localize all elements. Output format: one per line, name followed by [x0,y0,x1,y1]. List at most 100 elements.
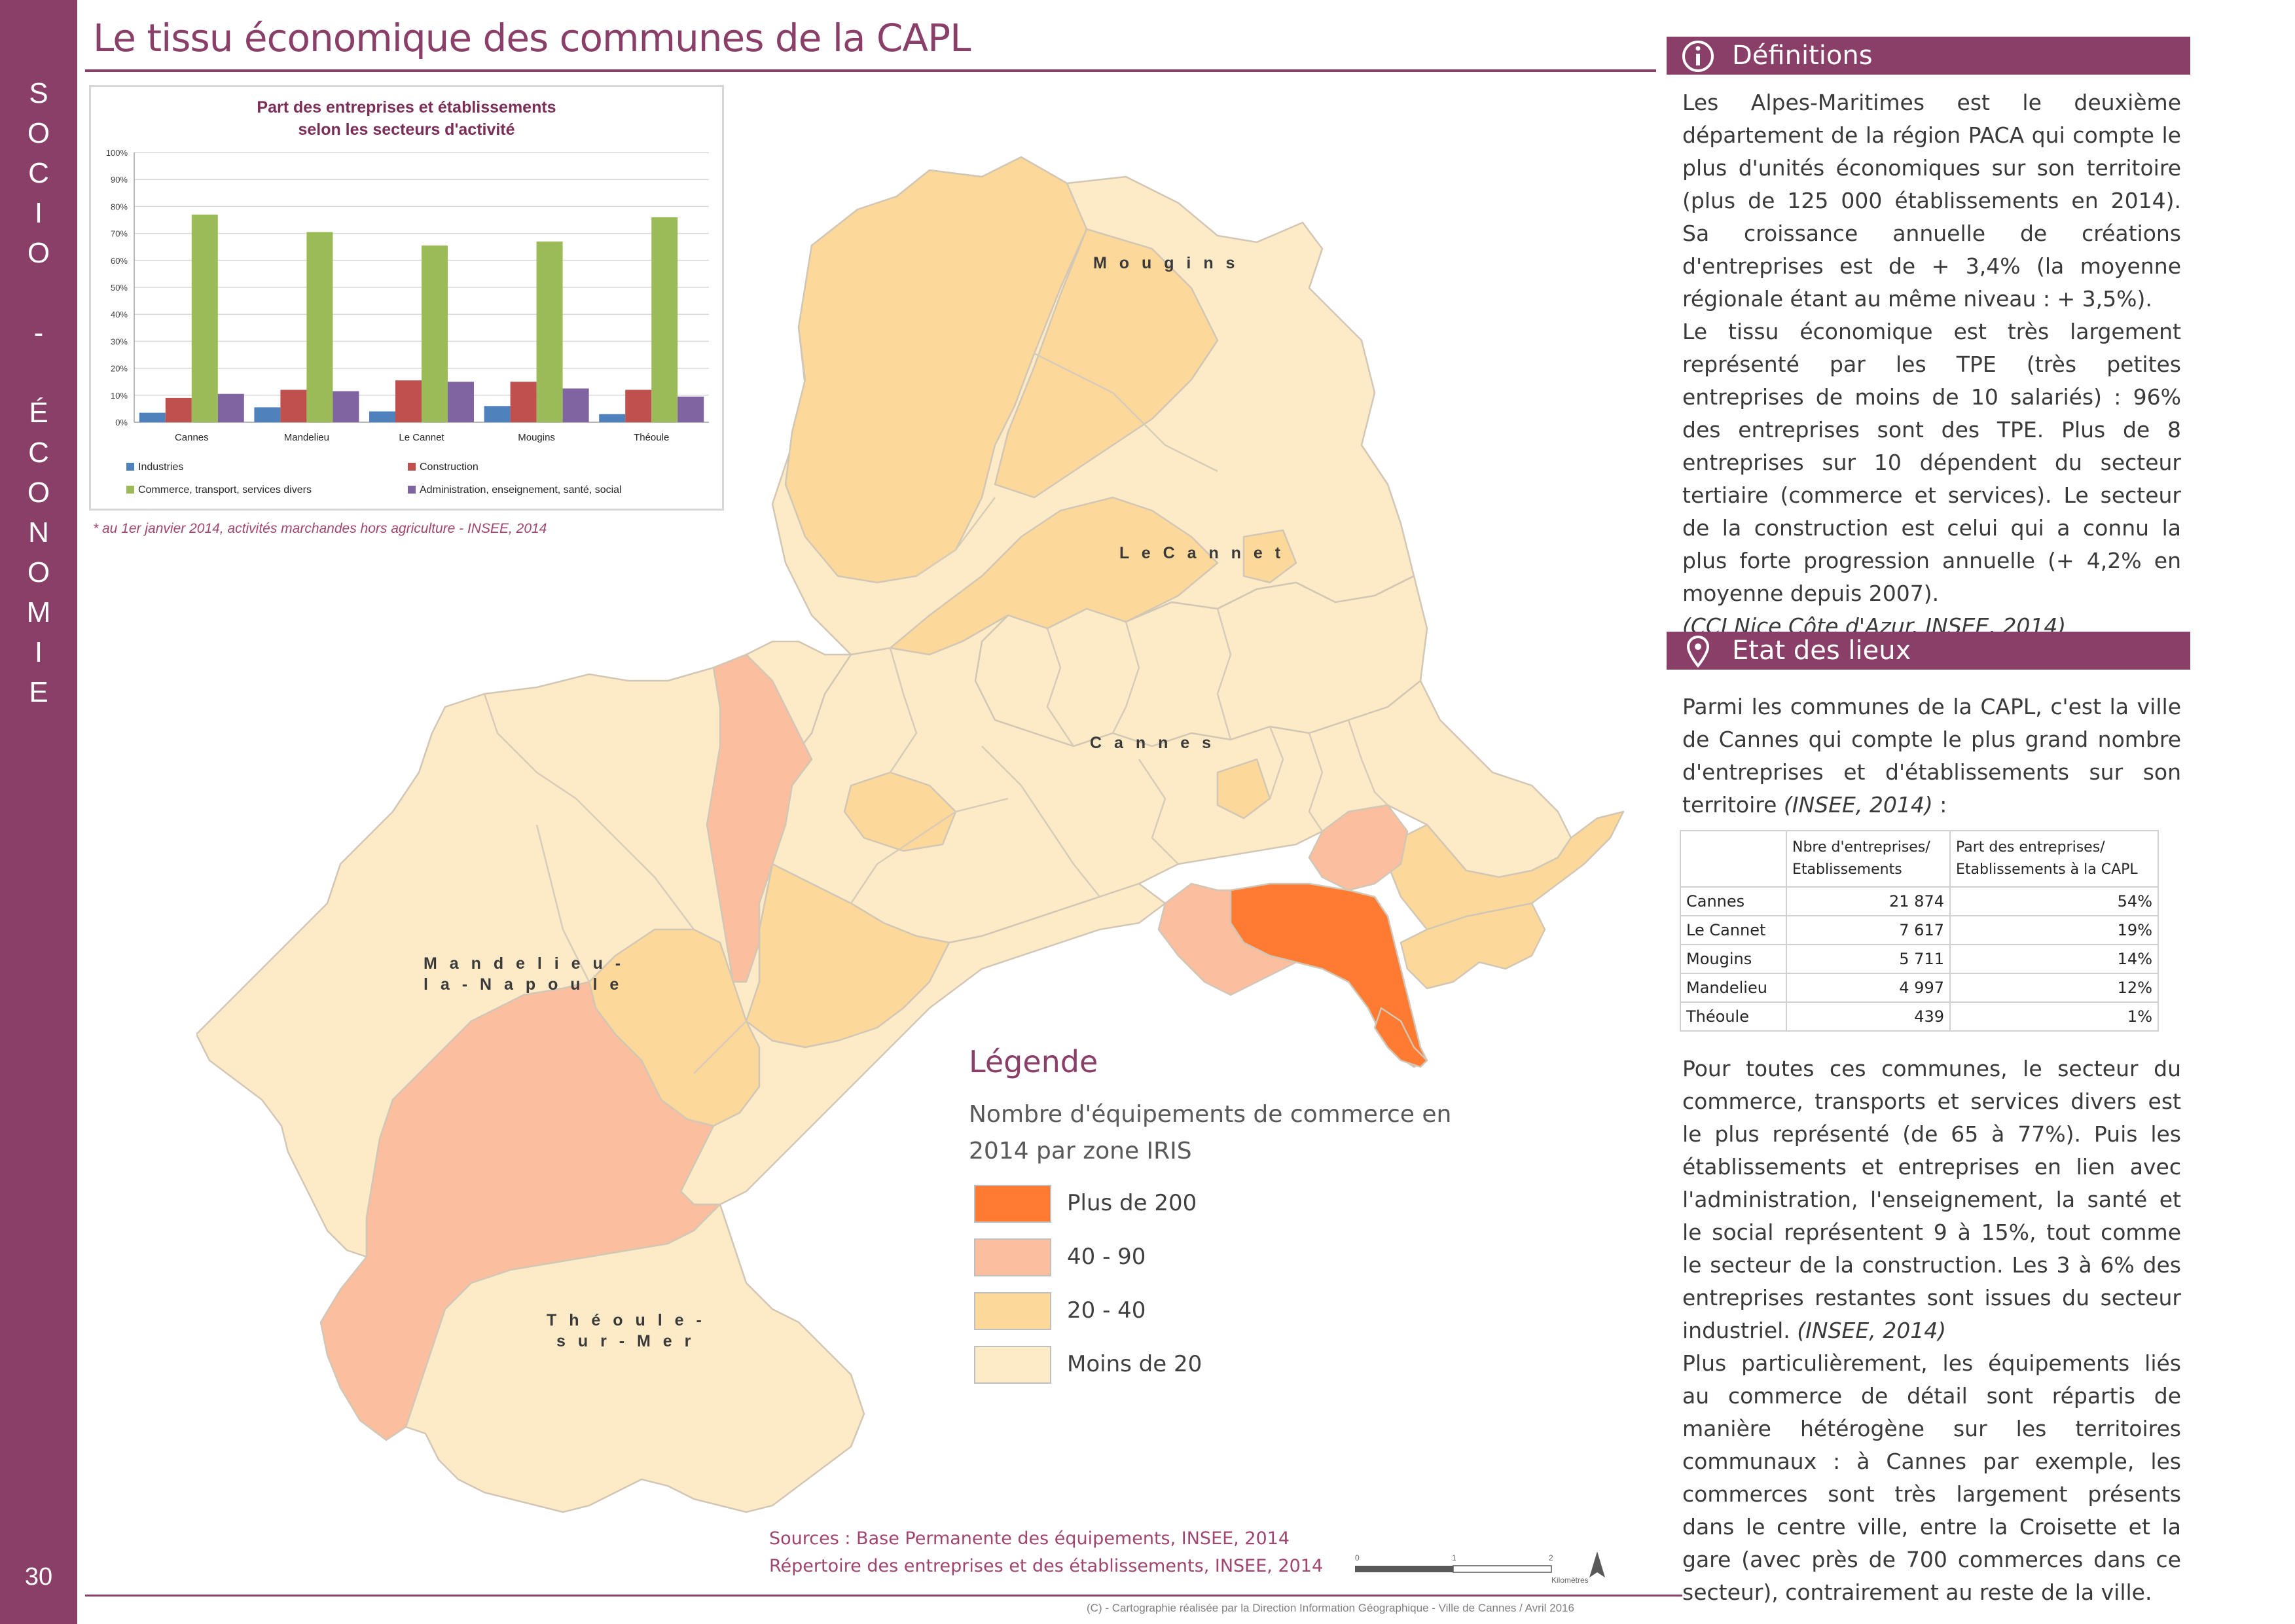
table-row: Mandelieu 4 997 12% [1680,973,2159,1003]
chart-y-tick-label: 30% [111,336,128,346]
chart-title-line1: Part des entreprises et établissements [257,98,556,117]
table-header-row: Nbre d'entreprises/ Etablissements Part … [1680,830,2159,888]
map-zones [196,156,1625,1513]
sidebar-letter: O [27,477,50,509]
etat-title: Etat des lieux [1732,636,1911,666]
chart-bar [254,407,281,422]
sidebar-letter: É [29,397,48,429]
chart-bar [395,380,422,422]
table-cell-name: Cannes [1680,886,1787,916]
chart-bar [536,241,563,422]
map-label-mougins: M o u g i n s [1093,254,1238,272]
chart-y-tick-label: 70% [111,229,128,239]
zone-port [1373,1007,1428,1068]
sidebar-letter: S [29,77,48,109]
chart-bar [306,232,333,422]
chart-bar [333,391,359,422]
chart-bar [165,397,192,422]
sidebar-letter [0,273,77,313]
table-cell-count: 7 617 [1786,915,1951,945]
definitions-header: Définitions [1667,37,2190,75]
sidebar-letter: O [27,556,50,588]
scale-unit: Kilomètres [1551,1576,1589,1585]
chart-title-line2: selon les secteurs d'activité [298,120,515,139]
legend-subtitle: Nombre d'équipements de commerce en 2014… [969,1101,1452,1164]
zone-mandelieu-strip [706,653,813,983]
sidebar-letter [0,353,77,393]
table-header-count: Nbre d'entreprises/ Etablissements [1786,830,1951,888]
sidebar-letter: O [27,117,50,149]
chart-y-tick-label: 20% [111,364,128,374]
zone-cannes-centre-north [1308,804,1409,892]
etat-intro-text: Parmi les communes de la CAPL, c'est la … [1682,691,2181,821]
chart-y-tick-label: 50% [111,283,128,293]
definitions-para2: Le tissu économique est très largement r… [1682,319,2181,606]
bar-chart: Part des entreprises et établissements s… [89,85,724,511]
chart-x-tick-label: Cannes [175,432,209,443]
chart-legend-label: Administration, enseignement, santé, soc… [420,484,622,496]
sidebar-letter: I [34,636,43,668]
zone-cannes-west2 [843,771,957,852]
legend-swatch [974,1346,1051,1384]
chart-bar [448,382,474,422]
etat-para3: Plus particulièrement, les équipements l… [1682,1350,2181,1605]
map-label-cannes: C a n n e s [1090,734,1215,752]
map-label-le-cannet: L e C a n n e t [1119,544,1284,562]
chart-legend-label: Industries [138,461,183,473]
map-legend: Légende Nombre d'équipements de commerce… [969,1044,1466,1384]
definitions-title: Définitions [1732,41,1873,71]
etat-para2-body: Pour toutes ces communes, le secteur du … [1682,1056,2181,1343]
chart-bar [139,412,166,422]
chart-y-tick-label: 80% [111,202,128,211]
table-cell-share: 19% [1949,915,2159,945]
etat-intro: Parmi les communes de la CAPL, c'est la … [1682,691,2181,821]
map-label-mandelieu-2: l a - N a p o u l e [424,975,623,994]
legend-swatch [974,1185,1051,1223]
chart-bar [422,245,448,422]
zone-mougins-east-small [1242,529,1297,584]
zone-cannes-east [1386,810,1625,931]
scale-tick-1: 1 [1452,1553,1456,1562]
chart-y-tick-label: 60% [111,256,128,266]
table-cell-name: Mougins [1680,944,1787,974]
table-cell-share: 12% [1949,973,2159,1003]
table-row: Le Cannet 7 617 19% [1680,915,2159,945]
chart-legend-label: Commerce, transport, services divers [138,484,312,496]
chart-legend-swatch [126,463,134,471]
etat-header: Etat des lieux [1667,632,2190,670]
scale-segment-light [1453,1565,1552,1573]
sidebar-letter: I [34,197,43,229]
table-row: Cannes 21 874 54% [1680,886,2159,916]
table-cell-count: 439 [1786,1001,1951,1032]
chart-y-tick-label: 10% [111,391,128,401]
scale-bar: 0 1 2 Kilomètres N [1355,1551,1605,1585]
etat-intro-end: : [1932,792,1947,818]
etat-intro-body: Parmi les communes de la CAPL, c'est la … [1682,694,2181,818]
zone-theoule [405,1203,865,1513]
sources: Sources : Base Permanente des équipement… [769,1525,1323,1580]
legend-label: Moins de 20 [1067,1351,1202,1377]
internal-boundaries [483,352,1388,1074]
definitions-para1: Les Alpes-Maritimes est le deuxième dépa… [1682,90,2181,312]
map-label-theoule-1: T h é o u l e - [547,1311,706,1329]
table-cell-count: 21 874 [1786,886,1951,916]
chart-bar [678,396,704,422]
chart-bar [599,414,626,422]
map-pin-icon [1686,635,1710,668]
chart-x-tick-label: Théoule [634,432,669,443]
table-cell-count: 5 711 [1786,944,1951,974]
sidebar-letter: E [29,676,48,708]
sidebar-letter: M [26,596,51,628]
table-cell-name: Théoule [1680,1001,1787,1032]
chart-legend-swatch [126,486,134,494]
north-arrow-icon [1589,1551,1605,1578]
table-header-empty [1680,830,1787,888]
sidebar-letter: N [28,516,49,549]
legend-title: Légende [969,1044,1098,1079]
chart-bar [280,389,307,422]
scale-tick-2: 2 [1549,1553,1553,1562]
table-cell-share: 1% [1949,1001,2159,1032]
table-cell-share: 54% [1949,886,2159,916]
table-cell-count: 4 997 [1786,973,1951,1003]
